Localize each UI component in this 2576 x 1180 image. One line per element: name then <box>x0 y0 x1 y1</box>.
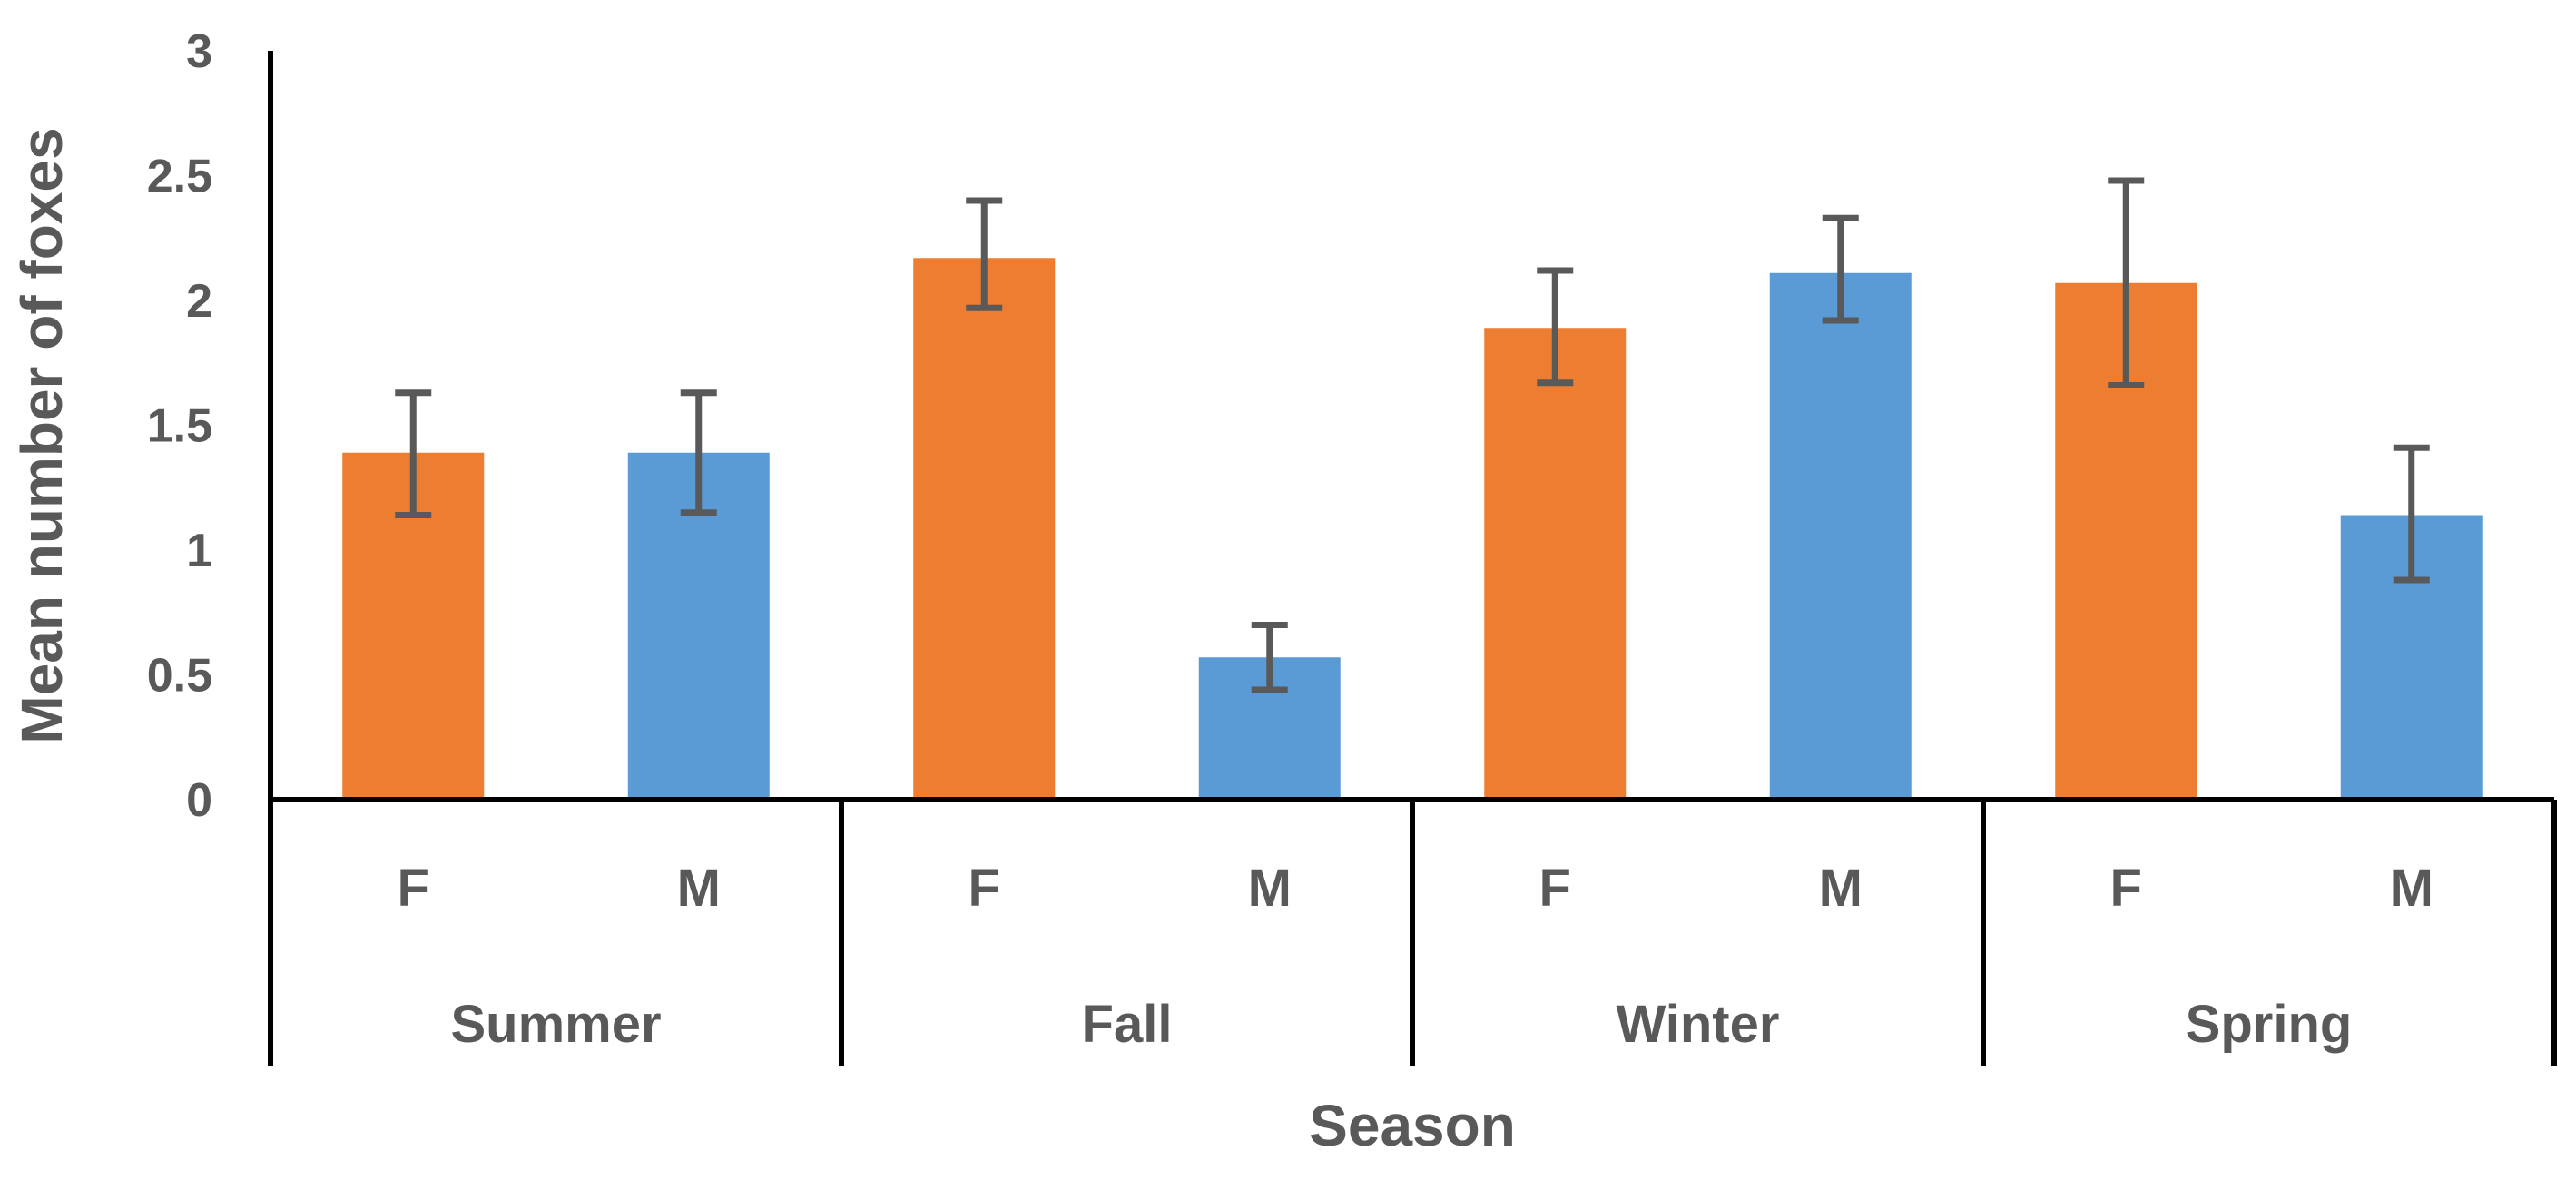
bar-fall-f <box>913 258 1056 800</box>
error-bar-winter-m <box>1822 214 1859 324</box>
y-tick-label: 2 <box>186 275 212 328</box>
x-subcategory-label: F <box>2110 859 2142 918</box>
error-bar-fall-f <box>966 197 1003 311</box>
y-tick-label: 0 <box>186 774 212 827</box>
bar-winter-m <box>1769 272 1912 800</box>
x-group-label: Winter <box>1617 995 1780 1054</box>
y-tick-label: 0.5 <box>147 650 212 703</box>
x-subcategory-label: M <box>677 859 721 918</box>
error-bar-winter-f <box>1537 267 1574 387</box>
x-subcategory-label: F <box>968 859 1000 918</box>
x-group-label: Summer <box>450 995 661 1054</box>
bars-layer <box>342 258 2483 800</box>
y-axis-title: Mean number of foxes <box>9 127 74 743</box>
y-tick-label: 1 <box>186 525 212 577</box>
bar-winter-f <box>1484 328 1627 800</box>
error-bar-fall-m <box>1251 622 1288 693</box>
axes-layer <box>268 51 2557 1066</box>
x-axis-title: Season <box>1309 1093 1516 1158</box>
x-subcategory-label: M <box>1819 859 1863 918</box>
y-tick-label: 2.5 <box>147 151 212 203</box>
labels-layer: 0 0.5 1 1.5 2 2.5 3 F M Summer F M Fall F M Winter F M Spr… <box>147 25 2433 1054</box>
x-subcategory-label: M <box>2390 859 2433 918</box>
error-bar-summer-m <box>680 389 717 516</box>
x-subcategory-label: F <box>398 859 429 918</box>
error-bars-layer <box>395 177 2430 693</box>
x-group-label: Spring <box>2186 995 2353 1054</box>
y-tick-label: 3 <box>186 25 212 78</box>
x-group-label: Fall <box>1082 995 1173 1054</box>
error-bar-spring-f <box>2108 177 2145 388</box>
x-subcategory-label: M <box>1248 859 1292 918</box>
error-bar-spring-m <box>2393 444 2430 584</box>
y-tick-label: 1.5 <box>147 400 212 453</box>
error-bar-summer-f <box>395 389 432 518</box>
x-subcategory-label: F <box>1539 859 1571 918</box>
